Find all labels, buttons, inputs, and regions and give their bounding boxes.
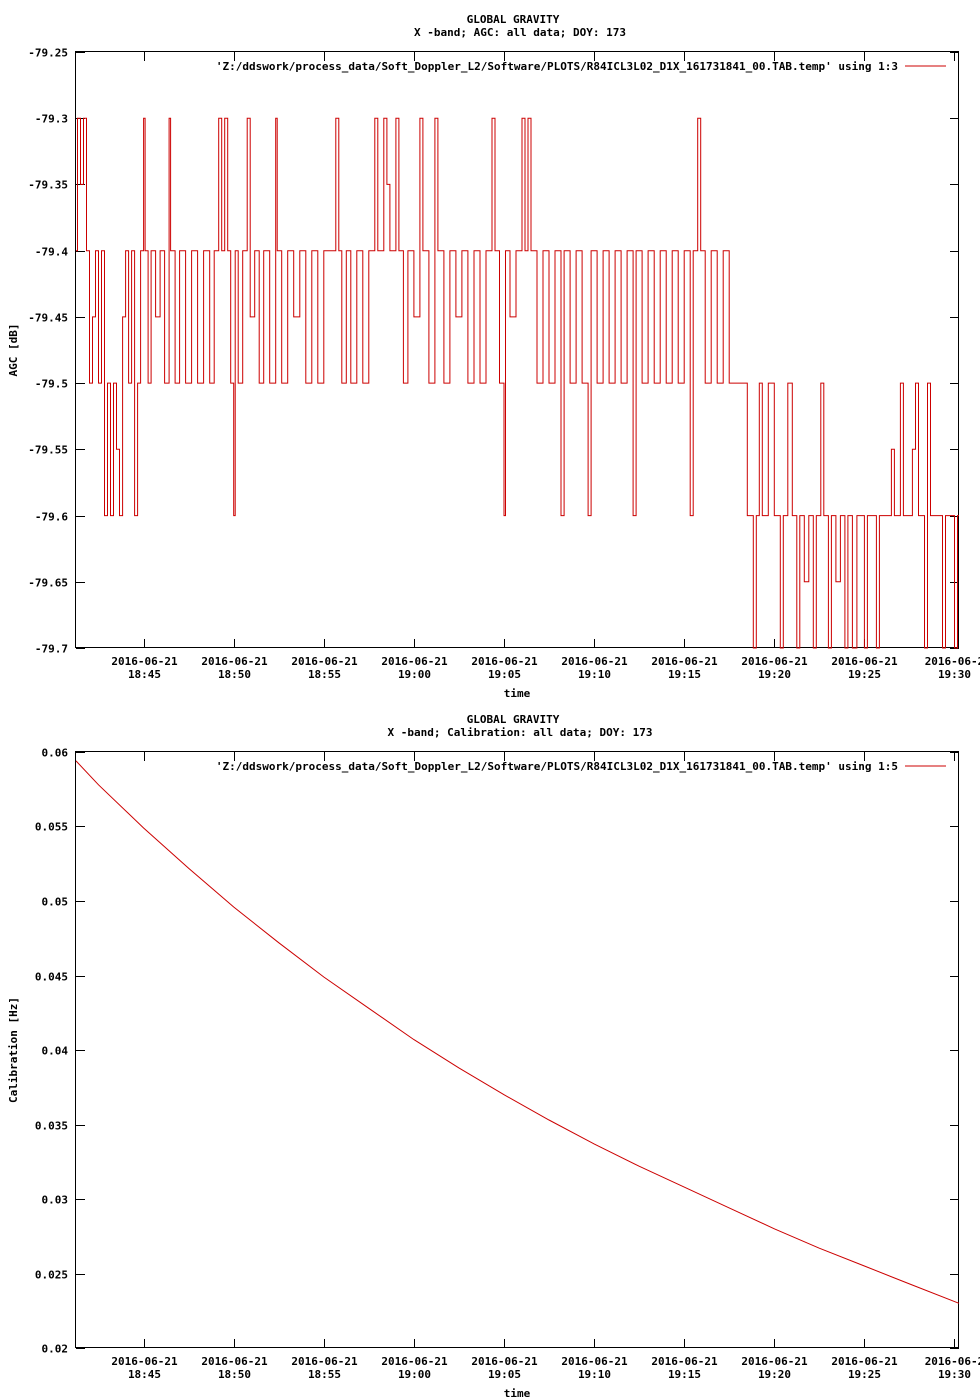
x-tick-time-label: 18:45 (128, 668, 161, 681)
x-tick-date-label: 2016-06-21 (471, 1355, 538, 1368)
x-tick-date-label: 2016-06-21 (741, 1355, 808, 1368)
x-tick-time-label: 18:50 (218, 668, 251, 681)
x-tick-time-label: 18:55 (308, 1368, 341, 1381)
x-tick-time-label: 19:20 (758, 1368, 791, 1381)
y-tick-group: -79.25 -79.3 -79.35 -79.4 -79.45 -79.5 -79.55 -… (28, 47, 959, 656)
x-tick-date-label: 2016-06-21 (651, 1355, 718, 1368)
x-tick-time-label: 19:10 (578, 1368, 611, 1381)
legend-label: 'Z:/ddswork/process_data/Soft_Doppler_L2… (216, 760, 898, 773)
x-tick-date-label: 2016-06-21 (741, 655, 808, 668)
plot-frame (75, 51, 959, 648)
x-tick-date-label: 2016-06-21 (201, 1355, 268, 1368)
x-tick-group: 2016-06-2118:452016-06-2118:502016-06-21… (111, 752, 980, 1381)
x-tick-date-label: 2016-06-21 (831, 1355, 898, 1368)
y-axis-label: Calibration [Hz] (7, 997, 20, 1103)
x-tick-date-label: 2016-06-21 (201, 655, 268, 668)
y-tick-label: 0.02 (42, 1343, 69, 1356)
y-tick-label: -79.6 (35, 511, 68, 524)
x-axis-label: time (504, 1387, 531, 1400)
agc-series-line (76, 117, 959, 649)
y-tick-label: 0.035 (35, 1120, 68, 1133)
y-tick-label: 0.025 (35, 1269, 68, 1282)
calibration-series-line (75, 760, 960, 1304)
y-tick-label: -79.25 (28, 47, 68, 60)
y-tick-label: 0.055 (35, 821, 68, 834)
x-tick-time-label: 19:00 (398, 668, 431, 681)
y-tick-label: -79.45 (28, 312, 68, 325)
y-tick-label: -79.65 (28, 577, 68, 590)
x-tick-time-label: 19:20 (758, 668, 791, 681)
x-tick-time-label: 19:05 (488, 1368, 521, 1381)
x-tick-date-label: 2016-06-21 (651, 655, 718, 668)
y-tick-label: 0.05 (42, 896, 69, 909)
y-tick-label: 0.045 (35, 971, 68, 984)
y-tick-label: -79.7 (35, 643, 68, 656)
x-tick-date-label: 2016-06-21 (561, 1355, 628, 1368)
y-tick-label: 0.06 (42, 747, 69, 760)
x-tick-time-label: 19:10 (578, 668, 611, 681)
x-tick-group: 2016-06-2118:452016-06-2118:502016-06-21… (111, 52, 980, 681)
x-tick-time-label: 19:00 (398, 1368, 431, 1381)
x-tick-time-label: 18:50 (218, 1368, 251, 1381)
y-tick-label: -79.3 (35, 113, 68, 126)
x-tick-date-label: 2016-06-21 (381, 1355, 448, 1368)
x-tick-date-label: 2016-06-21 (471, 655, 538, 668)
x-tick-date-label: 2016-06-2 (925, 1355, 980, 1368)
y-tick-group: 0.02 0.025 0.03 0.035 0.04 0.045 0.05 0.055 0.06 (35, 747, 959, 1356)
chart-title: GLOBAL GRAVITY (467, 13, 560, 26)
x-tick-time-label: 19:30 (938, 1368, 971, 1381)
x-tick-time-label: 19:30 (938, 668, 971, 681)
x-tick-date-label: 2016-06-21 (291, 655, 358, 668)
x-tick-date-label: 2016-06-2 (925, 655, 980, 668)
x-tick-time-label: 18:45 (128, 1368, 161, 1381)
plot-frame (75, 751, 959, 1348)
x-tick-date-label: 2016-06-21 (831, 655, 898, 668)
x-tick-time-label: 19:15 (668, 668, 701, 681)
legend-label: 'Z:/ddswork/process_data/Soft_Doppler_L2… (216, 60, 898, 73)
x-tick-time-label: 19:25 (848, 1368, 881, 1381)
x-axis-label: time (504, 687, 531, 700)
x-tick-date-label: 2016-06-21 (111, 1355, 178, 1368)
x-tick-time-label: 18:55 (308, 668, 341, 681)
x-tick-time-label: 19:05 (488, 668, 521, 681)
y-axis-label: AGC [dB] (7, 324, 20, 377)
chart-title: GLOBAL GRAVITY (467, 713, 560, 726)
y-tick-label: -79.35 (28, 179, 68, 192)
y-tick-label: -79.5 (35, 378, 68, 391)
y-tick-label: 0.04 (42, 1045, 69, 1058)
chart-subtitle: X -band; AGC: all data; DOY: 173 (414, 26, 626, 39)
calibration-chart-panel: GLOBAL GRAVITY X -band; Calibration: all… (7, 713, 980, 1400)
y-tick-label: -79.55 (28, 444, 68, 457)
x-tick-time-label: 19:15 (668, 1368, 701, 1381)
x-tick-date-label: 2016-06-21 (291, 1355, 358, 1368)
x-tick-date-label: 2016-06-21 (381, 655, 448, 668)
x-tick-time-label: 19:25 (848, 668, 881, 681)
x-tick-date-label: 2016-06-21 (111, 655, 178, 668)
agc-chart-panel: GLOBAL GRAVITY X -band; AGC: all data; D… (7, 13, 980, 700)
y-tick-label: 0.03 (42, 1194, 69, 1207)
chart-subtitle: X -band; Calibration: all data; DOY: 173 (388, 726, 653, 739)
y-tick-label: -79.4 (35, 246, 68, 259)
x-tick-date-label: 2016-06-21 (561, 655, 628, 668)
